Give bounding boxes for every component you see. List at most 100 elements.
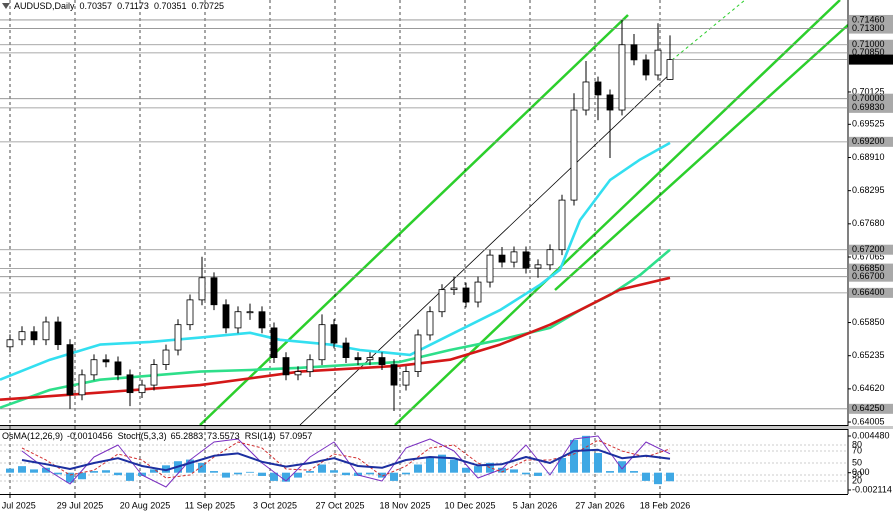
candle-body	[594, 81, 602, 96]
candle-body	[186, 299, 194, 326]
level-box	[849, 244, 893, 255]
level-label: 0.66850	[852, 263, 885, 273]
level-label: 0.66400	[852, 287, 885, 297]
header-value: 0.71173	[117, 1, 149, 11]
y2-tick-label: 20	[852, 475, 862, 485]
candle-body	[174, 324, 182, 351]
y2-tick-label: 50	[852, 457, 862, 467]
current-price-box	[849, 54, 893, 65]
osma-bar	[318, 464, 326, 473]
candle-body	[282, 357, 290, 376]
candle-body	[450, 287, 458, 291]
level-box	[849, 47, 893, 58]
candle-body	[306, 359, 314, 373]
candle-body	[558, 199, 566, 251]
legend-value: 73.5573	[207, 431, 240, 441]
legend-name: Stoch(5,3,3)	[118, 431, 167, 441]
candle-body	[90, 359, 98, 376]
osma-bar	[558, 457, 566, 473]
candle-body	[426, 311, 434, 336]
candle-body	[606, 94, 614, 111]
candle-body	[210, 277, 218, 306]
level-box	[849, 14, 893, 25]
candle-body	[78, 374, 86, 396]
x-tick-label: 29 Jul 2025	[57, 500, 104, 510]
osma-bar	[78, 472, 86, 480]
osma-bar	[522, 472, 530, 475]
osma-bar	[594, 453, 602, 473]
osma-bar	[282, 472, 290, 482]
legend-name: OsMA(12,26,9)	[2, 431, 63, 441]
candle-body	[462, 287, 470, 303]
candle-body	[618, 44, 626, 111]
x-tick-label: 7 Jul 2025	[0, 500, 36, 510]
osma-bar	[66, 472, 74, 483]
level-box	[849, 271, 893, 282]
osma-bar	[462, 467, 470, 473]
x-tick-label: 3 Oct 2025	[253, 500, 297, 510]
indicator-legend: OsMA(12,26,9) -0.0010456 Stoch(5,3,3) 65.28…	[2, 431, 312, 441]
candle-body	[402, 371, 410, 386]
osma-bar	[474, 466, 482, 473]
osma-bar	[54, 472, 62, 475]
level-box	[849, 263, 893, 274]
y2-tick-label: 80	[852, 439, 862, 449]
osma-bar	[102, 470, 110, 473]
level-label: 0.70850	[852, 47, 885, 57]
level-box	[849, 39, 893, 50]
osma-bar	[210, 471, 218, 473]
osma-bar	[246, 471, 254, 473]
osma-bar	[186, 459, 194, 473]
osma-bar	[366, 472, 374, 475]
y-tick-label: 0.69525	[852, 119, 885, 129]
moving-average	[0, 276, 671, 401]
osma-bar	[498, 467, 506, 473]
osma-bar	[162, 465, 170, 473]
current-price-label: 0.70725	[852, 54, 885, 64]
osma-bar	[270, 472, 278, 481]
indicator-marks	[6, 435, 674, 488]
y-tick-label: -0.002114	[852, 484, 892, 494]
candle-body	[42, 321, 50, 341]
osma-bar	[222, 472, 230, 478]
osma-bar	[378, 472, 386, 478]
chart-header: AUDUSD,Daily 0.70357 0.71173 0.70351 0.70725	[14, 1, 224, 11]
chart-title: AUDUSD,Daily	[14, 1, 75, 11]
level-box	[849, 136, 893, 147]
osma-bar	[30, 469, 38, 473]
candle-body	[522, 251, 530, 269]
osma-bar	[150, 469, 158, 473]
candle-body	[114, 361, 122, 376]
y-tick-label: 0.004480	[852, 430, 890, 440]
candle-body	[354, 357, 362, 361]
candle-body	[486, 254, 494, 283]
osma-bar	[390, 472, 398, 481]
candle-body	[342, 342, 350, 358]
osma-bar	[90, 471, 98, 473]
level-box	[849, 403, 893, 414]
candle-body	[30, 331, 38, 341]
level-label: 0.71300	[852, 23, 885, 33]
osma-bar	[642, 472, 650, 481]
osma-bar	[582, 435, 590, 473]
y-tick-label: 0.64005	[852, 416, 885, 426]
panel-separator	[0, 426, 893, 429]
ma-group	[0, 141, 671, 409]
osma-bar	[126, 472, 134, 481]
osma-bar	[618, 461, 626, 473]
candle-body	[582, 81, 590, 111]
candle-body	[570, 109, 578, 201]
osma-bar	[570, 439, 578, 473]
osma-bar	[450, 459, 458, 473]
candle-body	[546, 249, 554, 266]
legend-value: -0.0010456	[67, 431, 113, 441]
candle-body	[18, 331, 26, 341]
candle-body	[102, 359, 110, 363]
header-value: 0.70351	[154, 1, 187, 11]
candle-body	[6, 339, 14, 348]
level-label: 0.64250	[852, 403, 885, 413]
x-tick-label: 10 Dec 2025	[444, 500, 495, 510]
y2-tick-label: 70	[852, 445, 862, 455]
x-tick-label: 18 Nov 2025	[379, 500, 430, 510]
